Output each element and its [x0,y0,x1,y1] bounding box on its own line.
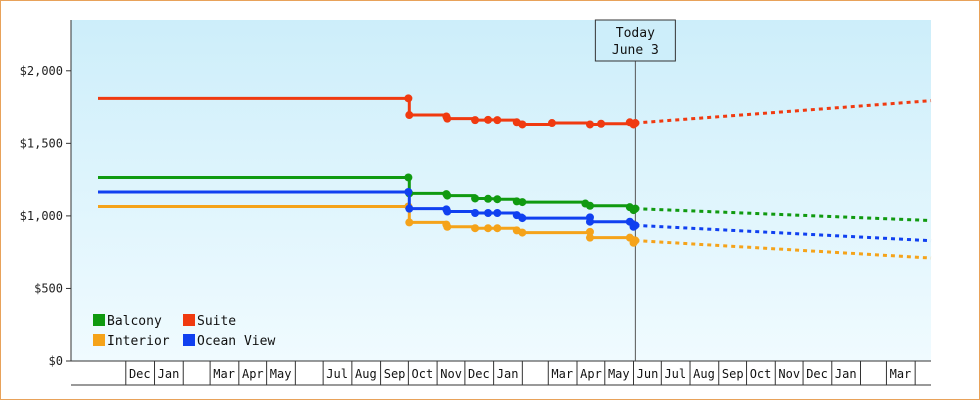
data-point-interior [518,228,527,237]
forecast-line-ocean-view [635,223,932,243]
x-tick-label: Jan [497,367,519,381]
data-point-balcony [585,201,594,210]
today-date: June 3 [612,43,659,58]
forecast-line-suite [635,99,932,125]
legend-swatch-suite [183,314,195,326]
series-ocean-view [98,187,932,243]
data-point-suite [484,115,493,124]
data-point-balcony [493,195,502,204]
x-tick-label: Dec [129,367,151,381]
data-point-ocean-view [493,208,502,217]
data-point-suite [493,116,502,125]
x-tick-label: Dec [468,367,490,381]
x-tick-label: Dec [806,367,828,381]
forecast-line-interior [635,239,932,260]
y-axis: $0 $500 $1,000 $1,500 $2,000 [20,20,72,368]
x-tick-label: Sep [384,367,406,381]
x-tick-label: Jan [158,367,180,381]
y-tick-label: $2,000 [20,64,63,78]
data-point-suite [518,120,527,129]
data-point-suite [597,119,606,128]
data-point-ocean-view [585,217,594,226]
x-tick-label: May [270,367,292,381]
today-box [594,19,676,62]
data-point-ocean-view [471,208,480,217]
series [98,94,932,260]
x-tick-label: Jul [326,367,348,381]
y-tick-label: $0 [49,354,63,368]
data-point-balcony [518,198,527,207]
x-tick-label: Mar [551,367,573,381]
forecast-line-balcony [635,207,932,223]
legend-swatch-interior [93,334,105,346]
data-point-interior [471,224,480,233]
x-tick-label: Nov [778,367,800,381]
y-tick-label: $1,000 [20,209,63,223]
data-point-suite [405,111,414,120]
data-point-interior [585,233,594,242]
today-label: Today [616,26,655,41]
data-point-ocean-view [443,207,452,216]
x-tick-label: Apr [580,367,602,381]
data-point-suite [585,120,594,129]
data-point-interior [484,224,493,233]
data-point-ocean-view [405,204,414,213]
legend-label-balcony: Balcony [107,314,162,329]
data-point-ocean-view [518,214,527,223]
legend-label-interior: Interior [107,334,170,349]
legend-swatch-balcony [93,314,105,326]
data-point-ocean-view [404,187,413,196]
data-point-interior [443,222,452,231]
data-point-interior [585,227,594,236]
x-axis: Dec Jan Mar Apr May Jul Aug Sep Oct Nov Dec Jan Mar A… [71,360,931,386]
x-tick-label: Mar [213,367,235,381]
y-tick-label: $1,500 [20,136,63,150]
x-tick-label: Nov [440,367,462,381]
legend-label-suite: Suite [197,314,236,329]
x-tick-label: Apr [242,367,264,381]
x-tick-label: Sep [722,367,744,381]
data-point-balcony [471,194,480,203]
x-tick-label: May [608,367,630,381]
x-tick-label: Jun [637,367,659,381]
today-marker: Today June 3 [594,19,676,361]
x-tick-label: Aug [693,367,715,381]
x-tick-label: Aug [355,367,377,381]
x-tick-label: Jan [835,367,857,381]
y-tick-label: $500 [34,281,63,295]
data-point-interior [405,218,414,227]
data-point-suite [471,116,480,125]
data-point-balcony [443,191,452,200]
x-tick-label: Mar [890,367,912,381]
series-suite [98,94,932,129]
legend-label-ocean-view: Ocean View [197,334,275,349]
data-point-suite [404,94,413,103]
data-point-balcony [404,173,413,182]
x-tick-label: Jul [664,367,686,381]
x-tick-label: Oct [750,367,772,381]
data-point-ocean-view [484,208,493,217]
data-point-suite [547,119,556,128]
data-point-interior [493,224,502,233]
series-balcony [98,173,932,223]
data-point-balcony [484,194,493,203]
legend-swatch-ocean-view [183,334,195,346]
x-tick-label: Oct [412,367,434,381]
series-interior [98,202,932,260]
legend: Balcony Suite Interior Ocean View [93,314,275,349]
data-point-suite [443,114,452,123]
